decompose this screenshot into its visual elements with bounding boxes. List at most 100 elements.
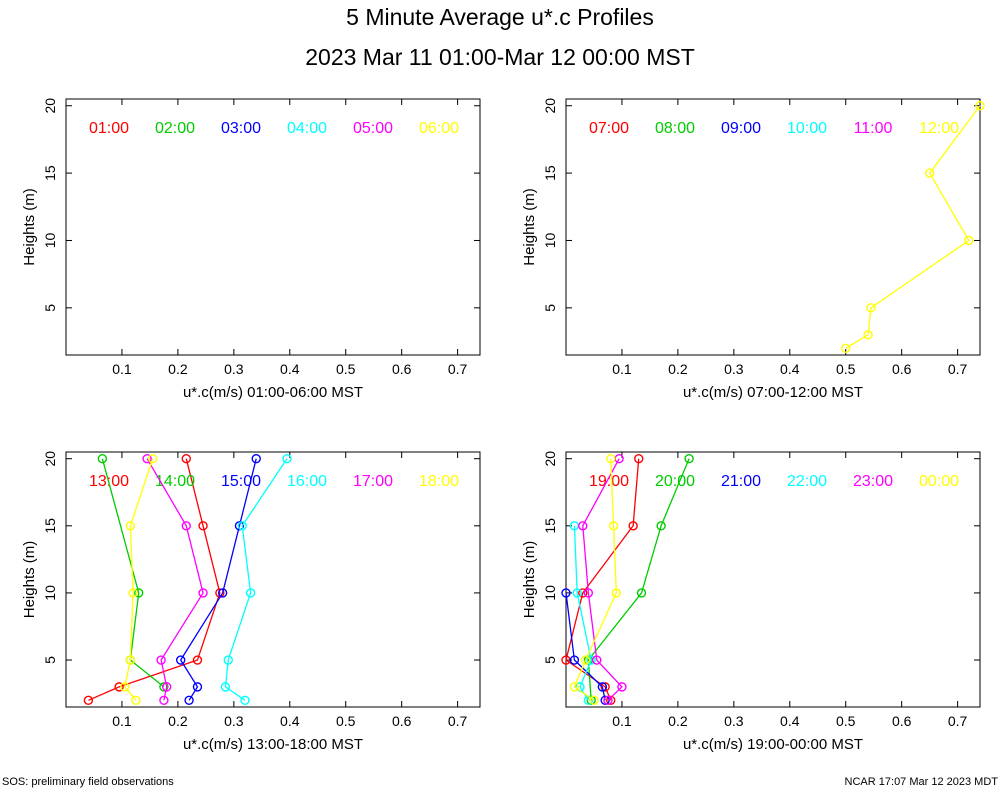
data-point: [125, 655, 136, 665]
data-point: [237, 521, 247, 531]
x-tick-label: 0.2: [168, 361, 188, 377]
y-tick-label: 15: [42, 518, 58, 534]
data-point: [608, 521, 619, 531]
series-line: [224, 458, 288, 701]
data-point: [184, 695, 194, 705]
x-tick-label: 0.1: [612, 713, 632, 729]
data-point: [606, 454, 616, 464]
legend-entry: 08:00: [655, 120, 695, 137]
data-point: [181, 521, 191, 531]
x-tick-label: 0.1: [612, 361, 632, 377]
data-point: [597, 682, 608, 692]
y-tick-label: 15: [542, 165, 558, 181]
legend-entry: 11:00: [854, 120, 893, 137]
legend-entry: 03:00: [221, 120, 261, 137]
data-point: [636, 588, 647, 598]
x-tick-label: 0.4: [280, 361, 300, 377]
legend-entry: 00:00: [919, 473, 959, 490]
x-tick-label: 0.2: [668, 713, 688, 729]
data-point: [159, 682, 169, 692]
y-tick-label: 15: [542, 518, 558, 534]
data-point: [142, 454, 152, 464]
legend-entry: 10:00: [787, 120, 827, 137]
x-tick-label: 0.7: [948, 713, 968, 729]
data-point: [586, 655, 596, 665]
footer-source-note: SOS: preliminary field observations: [2, 776, 174, 788]
data-point: [580, 655, 591, 665]
x-tick-label: 0.3: [224, 361, 244, 377]
data-point: [240, 695, 250, 705]
x-tick-label: 0.3: [224, 713, 244, 729]
y-tick-label: 20: [542, 98, 558, 114]
data-point: [578, 521, 588, 531]
series-line: [582, 458, 623, 701]
data-point: [606, 695, 616, 705]
x-tick-label: 0.4: [780, 361, 800, 377]
legend-entry: 20:00: [655, 473, 695, 490]
legend-entry: 05:00: [353, 120, 393, 137]
data-point: [656, 521, 666, 531]
series-line: [587, 458, 690, 701]
x-tick-label: 0.5: [336, 713, 356, 729]
chart-subtitle: 2023 Mar 11 01:00-Mar 12 00:00 MST: [305, 44, 695, 70]
series-line: [565, 592, 606, 701]
series-line: [845, 105, 981, 349]
series-line: [124, 458, 154, 701]
x-tick-label: 0.3: [724, 713, 744, 729]
y-axis-label: Heights (m): [521, 541, 538, 619]
y-tick-label: 10: [42, 232, 58, 248]
legend-entry: 04:00: [287, 120, 327, 137]
data-point: [589, 695, 599, 705]
x-tick-label: 0.5: [836, 361, 856, 377]
x-tick-label: 0.6: [892, 713, 912, 729]
data-point: [97, 454, 108, 464]
x-tick-label: 0.6: [392, 713, 412, 729]
data-point: [148, 454, 158, 464]
legend-entry: 06:00: [419, 120, 459, 137]
data-point: [198, 588, 208, 598]
x-axis-label: u*.c(m/s) 01:00-06:00 MST: [183, 384, 363, 401]
data-point: [251, 454, 261, 464]
legend-entry: 19:00: [589, 473, 629, 490]
data-point: [578, 588, 588, 598]
data-point: [234, 521, 245, 531]
x-tick-label: 0.5: [836, 713, 856, 729]
plot-frame: [565, 451, 981, 708]
legend-entry: 15:00: [221, 473, 261, 490]
data-point: [863, 330, 873, 340]
legend-entry: 22:00: [787, 473, 827, 490]
data-point: [592, 655, 602, 665]
data-point: [600, 682, 610, 692]
data-point: [120, 682, 130, 692]
y-axis-label: Heights (m): [521, 188, 538, 266]
data-point: [569, 655, 580, 665]
data-point: [561, 588, 571, 598]
data-point: [83, 695, 94, 705]
x-tick-label: 0.7: [948, 361, 968, 377]
data-point: [162, 682, 172, 692]
data-point: [866, 303, 876, 313]
y-tick-label: 10: [542, 585, 558, 601]
panel-3: 0.1 0.2 0.3 0.4 0.5 0.6 0.7 5 10 15 20 u*.c(m/s) 13…: [21, 451, 481, 753]
data-point: [220, 682, 231, 692]
y-axis-label: Heights (m): [21, 188, 38, 266]
data-point: [600, 695, 610, 705]
data-point: [569, 682, 580, 692]
x-axis-label: u*.c(m/s) 13:00-18:00 MST: [183, 736, 363, 753]
y-tick-label: 5: [542, 304, 558, 312]
y-tick-label: 10: [542, 232, 558, 248]
series-line: [146, 458, 204, 701]
x-tick-label: 0.4: [780, 713, 800, 729]
y-tick-label: 20: [42, 451, 58, 467]
series-line: [179, 458, 257, 701]
data-point: [603, 695, 613, 705]
data-point: [125, 521, 136, 531]
legend-entry: 23:00: [853, 473, 893, 490]
data-point: [156, 655, 166, 665]
data-point: [181, 454, 191, 464]
series-line: [88, 458, 221, 701]
x-tick-label: 0.4: [280, 713, 300, 729]
data-point: [134, 588, 144, 598]
data-point: [217, 588, 228, 598]
